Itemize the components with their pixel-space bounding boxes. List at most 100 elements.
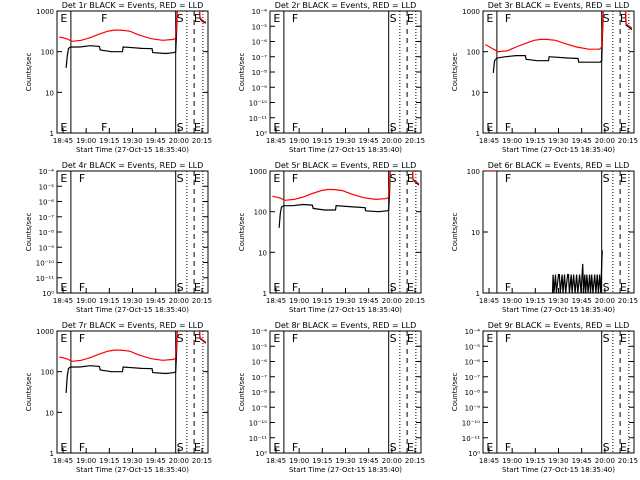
- plot-frame: [269, 10, 422, 134]
- panel-4: Det 4r BLACK = Events, RED = LLD 10⁻⁴ 10⁻⁵…: [25, 161, 212, 314]
- series-events-line: [551, 250, 603, 293]
- x-tick-label: 19:00: [502, 457, 522, 465]
- event-marker: E: [620, 441, 627, 454]
- event-marker: S: [390, 281, 397, 294]
- event-marker-top: E: [60, 12, 67, 25]
- y-tick-label: 10⁻⁶: [39, 199, 55, 207]
- y-tick-label: 10⁻⁹: [39, 244, 55, 252]
- event-marker-top: S: [177, 172, 184, 185]
- x-tick-label: 20:15: [192, 457, 212, 465]
- x-tick-label: 20:15: [405, 137, 425, 145]
- x-tick-label: 19:45: [359, 297, 379, 305]
- x-tick-label: 19:00: [76, 457, 96, 465]
- y-tick-label: 1: [263, 290, 267, 298]
- x-tick-label: 19:30: [548, 297, 568, 305]
- x-tick-label: 18:45: [53, 137, 73, 145]
- y-tick-label: 10: [45, 409, 54, 417]
- event-marker-top: F: [505, 332, 511, 345]
- event-marker: F: [505, 121, 511, 134]
- event-marker: F: [79, 281, 85, 294]
- panel-8: Det 8r BLACK = Events, RED = LLD 10⁻⁴ 10⁻⁵…: [238, 321, 425, 474]
- series-lld-line: [272, 171, 391, 201]
- panel-3: Det 3r BLACK = Events, RED = LLD 1000 100 1…: [451, 1, 638, 154]
- y-tick-label: 10⁻⁷: [252, 54, 268, 62]
- event-marker-top: E: [60, 332, 67, 345]
- y-tick-label: 1: [476, 290, 480, 298]
- x-tick-label: 20:15: [618, 137, 638, 145]
- x-tick-label: 19:30: [548, 457, 568, 465]
- event-marker-top: S: [390, 172, 397, 185]
- y-tick-label: 10⁻⁹: [252, 404, 268, 412]
- x-tick-label: 19:45: [146, 297, 166, 305]
- x-tick-label: 19:15: [525, 137, 545, 145]
- y-tick-label: 10⁻⁶: [252, 39, 268, 47]
- y-tick-label: 10⁻⁹: [252, 84, 268, 92]
- event-marker: E: [273, 281, 280, 294]
- event-marker-top: S: [177, 332, 184, 345]
- y-tick-label: 10⁻¹⁰: [462, 420, 480, 428]
- y-axis-label: Counts/sec: [25, 53, 33, 92]
- y-tick-label: 10⁻⁹: [465, 404, 481, 412]
- x-tick-label: 20:15: [192, 297, 212, 305]
- y-tick-label: 10⁰: [42, 290, 54, 298]
- event-marker: E: [60, 121, 67, 134]
- y-tick-label: 100: [41, 369, 54, 377]
- x-tick-label: 19:15: [99, 297, 119, 305]
- series-events-line: [65, 331, 178, 393]
- x-tick-label: 18:45: [266, 297, 286, 305]
- y-tick-label: 10⁻¹¹: [462, 435, 480, 443]
- y-tick-label: 100: [467, 168, 480, 176]
- x-tick-label: 20:15: [618, 297, 638, 305]
- event-marker: S: [603, 121, 610, 134]
- x-tick-label: 18:45: [479, 297, 499, 305]
- plot-frame: [482, 10, 635, 134]
- series-events-line: [65, 11, 178, 68]
- series-lld-line: [59, 11, 178, 42]
- event-marker-top: S: [177, 12, 184, 25]
- y-axis-label: Counts/sec: [238, 53, 246, 92]
- x-axis-label: Start Time (27-Oct-15 18:35:40): [289, 466, 402, 474]
- x-tick-label: 19:00: [76, 297, 96, 305]
- event-marker-top: F: [292, 12, 298, 25]
- x-tick-label: 19:45: [146, 457, 166, 465]
- event-marker-top: F: [292, 172, 298, 185]
- y-tick-label: 1000: [462, 8, 480, 16]
- y-tick-label: 100: [41, 49, 54, 57]
- y-axis-label: Counts/sec: [451, 373, 459, 412]
- y-tick-label: 100: [254, 209, 267, 217]
- x-tick-label: 19:15: [312, 297, 332, 305]
- panel-title: Det 5r BLACK = Events, RED = LLD: [275, 161, 417, 170]
- panel-title: Det 3r BLACK = Events, RED = LLD: [488, 1, 630, 10]
- x-tick-label: 18:45: [479, 137, 499, 145]
- panel-title: Det 1r BLACK = Events, RED = LLD: [62, 1, 204, 10]
- x-tick-label: 19:45: [572, 457, 592, 465]
- x-tick-label: 20:15: [405, 457, 425, 465]
- event-marker: S: [390, 121, 397, 134]
- series-events-line: [278, 171, 391, 228]
- x-tick-label: 19:15: [312, 137, 332, 145]
- y-tick-label: 10⁰: [468, 450, 480, 458]
- y-axis-label: Counts/sec: [451, 53, 459, 92]
- x-tick-label: 20:15: [405, 297, 425, 305]
- event-marker-top: E: [620, 332, 627, 345]
- y-tick-label: 10⁻¹¹: [36, 275, 54, 283]
- series-lld-line: [624, 11, 633, 29]
- event-marker: S: [603, 281, 610, 294]
- x-axis-label: Start Time (27-Oct-15 18:35:40): [76, 306, 189, 314]
- x-tick-label: 19:15: [312, 457, 332, 465]
- y-tick-label: 10⁻⁶: [465, 359, 481, 367]
- event-marker: S: [177, 281, 184, 294]
- x-tick-label: 19:00: [289, 457, 309, 465]
- event-marker: F: [101, 121, 107, 134]
- y-tick-label: 10⁻⁷: [39, 214, 55, 222]
- x-axis-label: Start Time (27-Oct-15 18:35:40): [502, 146, 615, 154]
- x-tick-label: 18:45: [266, 137, 286, 145]
- y-tick-label: 10⁻⁴: [252, 328, 268, 336]
- event-marker: E: [407, 281, 414, 294]
- y-tick-label: 1: [476, 130, 480, 138]
- panel-title: Det 2r BLACK = Events, RED = LLD: [275, 1, 417, 10]
- x-tick-label: 19:00: [502, 137, 522, 145]
- y-tick-label: 10⁻⁸: [252, 69, 268, 77]
- panel-title: Det 7r BLACK = Events, RED = LLD: [62, 321, 204, 330]
